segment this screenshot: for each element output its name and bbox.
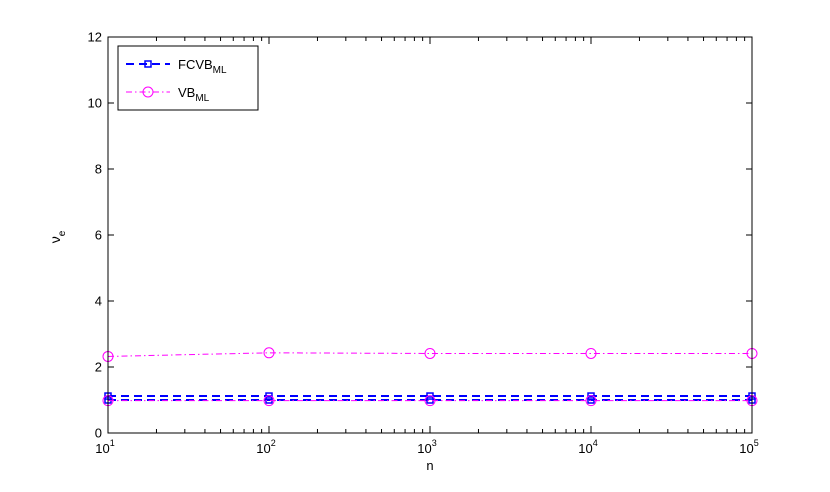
- series-line-1: [107, 352, 752, 357]
- series-marker-square: [587, 396, 595, 404]
- legend-marker-fcvb: [144, 60, 152, 68]
- x-tick-label-base: 10: [739, 441, 753, 456]
- y-tick-label: 10: [88, 96, 102, 111]
- legend-box: [117, 45, 259, 111]
- series-marker-circle: [263, 395, 275, 407]
- x-tick-label: 101: [95, 438, 114, 456]
- y-tick-label: 4: [95, 294, 102, 309]
- y-axis-label: νe: [47, 230, 68, 243]
- x-tick-label: 104: [578, 438, 597, 456]
- y-tick-label: 12: [88, 30, 102, 45]
- x-tick-label-base: 10: [417, 441, 431, 456]
- legend-label-fcvb-sub: ML: [213, 65, 227, 76]
- y-tick-label: 0: [95, 426, 102, 441]
- x-tick-label-exp: 1: [110, 438, 115, 448]
- legend-entry-vb: VBML: [126, 85, 210, 104]
- x-tick-label-exp: 2: [271, 438, 276, 448]
- legend-entry-fcvb: FCVBML: [126, 57, 227, 76]
- series-marker-square: [426, 396, 434, 404]
- x-tick-label-exp: 3: [432, 438, 437, 448]
- series-marker-circle: [424, 395, 436, 407]
- series-marker-circle: [263, 347, 275, 359]
- x-tick-label: 105: [739, 438, 758, 456]
- series-marker-circle: [585, 347, 597, 359]
- x-tick-label-base: 10: [578, 441, 592, 456]
- legend-label-fcvb-main: FCVB: [178, 57, 213, 72]
- x-tick-label-exp: 5: [754, 438, 759, 448]
- x-tick-label-base: 10: [256, 441, 270, 456]
- legend-marker-vb: [142, 86, 154, 98]
- y-tick-label: 2: [95, 360, 102, 375]
- legend-label-fcvb: FCVBML: [178, 57, 227, 76]
- x-tick-label-base: 10: [95, 441, 109, 456]
- y-axis-label-sub: e: [57, 230, 68, 236]
- svg-text:νe: νe: [47, 230, 68, 243]
- y-axis-label-main: ν: [47, 236, 63, 243]
- legend-label-vb-main: VB: [178, 85, 195, 100]
- series-marker-circle: [424, 347, 436, 359]
- x-tick-label: 102: [256, 438, 275, 456]
- series-layer: [102, 347, 758, 407]
- legend-label-vb: VBML: [178, 85, 210, 104]
- series-marker-square: [426, 392, 434, 400]
- x-tick-label-exp: 4: [593, 438, 598, 448]
- legend-label-vb-sub: ML: [195, 93, 209, 104]
- series-marker-circle: [585, 395, 597, 407]
- y-tick-label: 8: [95, 162, 102, 177]
- plot-frame: [107, 36, 753, 434]
- y-tick-label: 6: [95, 228, 102, 243]
- series-marker-square: [265, 396, 273, 404]
- x-axis-label: n: [426, 458, 433, 473]
- legend: FCVBML VBML: [117, 45, 259, 111]
- x-tick-label: 103: [417, 438, 436, 456]
